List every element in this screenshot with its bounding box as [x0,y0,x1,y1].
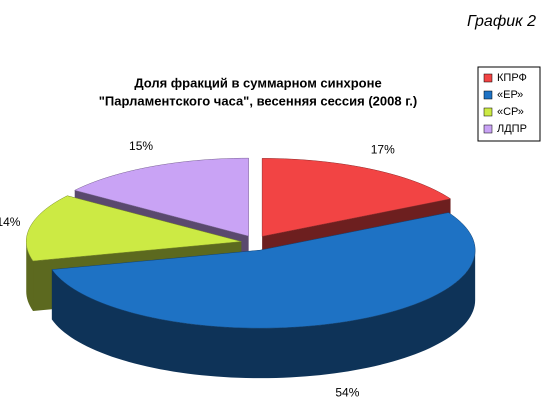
slice [261,158,452,237]
legend-swatch [483,90,493,100]
slice-side [26,241,34,311]
data-label: 14% [0,215,21,229]
chart-caption: График 2 [467,13,536,30]
slice-side [51,250,476,379]
legend-label: ЛДПР [497,123,527,135]
legend-swatch [483,107,493,117]
legend-label: КПРФ [497,72,527,84]
slice [51,212,476,329]
slice [26,195,242,262]
chart-title: "Парламентского часа", весенняя сессия (… [99,93,418,108]
legend-label: «ЕР» [497,89,523,101]
data-label: 17% [371,142,395,156]
data-label: 54% [335,385,359,399]
legend-label: «СР» [497,106,524,118]
legend-swatch [483,73,493,83]
chart-title: Доля фракций в суммарном синхроне [134,75,381,90]
data-label: 15% [129,139,153,153]
legend-swatch [483,124,493,134]
slice [73,157,249,237]
